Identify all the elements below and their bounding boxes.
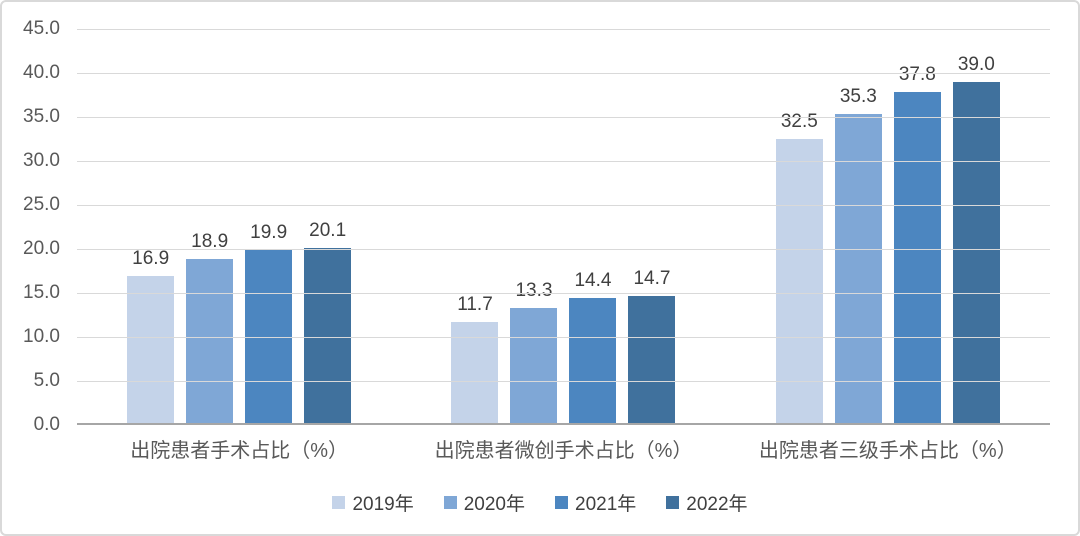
gridline xyxy=(77,205,1050,206)
legend-label: 2022年 xyxy=(686,494,748,515)
bar-2019年 xyxy=(127,276,175,425)
bar-with-label: 37.8 xyxy=(893,64,941,425)
y-axis-tick-label: 10.0 xyxy=(23,326,60,347)
bar-with-label: 18.9 xyxy=(186,230,234,425)
bar-2019年 xyxy=(775,139,823,425)
legend-item: 2021年 xyxy=(555,489,636,516)
bar-with-label: 32.5 xyxy=(775,111,823,425)
bar-value-label: 19.9 xyxy=(250,221,288,243)
bar-value-label: 35.3 xyxy=(839,86,877,108)
legend-swatch xyxy=(443,496,457,509)
legend-item: 2019年 xyxy=(332,489,414,516)
bar-2020年 xyxy=(510,307,558,425)
bar-with-label: 39.0 xyxy=(952,53,1000,425)
y-axis-tick-label: 25.0 xyxy=(23,194,60,215)
y-axis-tick-label: 45.0 xyxy=(23,18,60,39)
bar-value-label: 16.9 xyxy=(132,248,170,270)
y-axis-tick-label: 30.0 xyxy=(23,150,60,171)
bar-2022年 xyxy=(304,248,352,425)
category-label: 出院患者三级手术占比（%） xyxy=(758,440,1017,462)
gridline xyxy=(77,29,1050,30)
legend-item: 2020年 xyxy=(443,489,525,516)
y-axis-tick-label: 40.0 xyxy=(23,62,60,83)
gridline xyxy=(77,293,1050,294)
bar-2021年 xyxy=(569,298,617,425)
category-label: 出院患者微创手术占比（%） xyxy=(434,440,693,462)
legend: 2019年 2020年 2021年 2022年 xyxy=(2,489,1078,516)
legend-label: 2019年 xyxy=(352,494,414,515)
bar-with-label: 14.4 xyxy=(569,270,617,425)
bar-with-label: 13.3 xyxy=(510,279,558,425)
y-axis-tick-label: 15.0 xyxy=(23,282,60,303)
bar-group: 11.7 13.3 14.4 14.7 xyxy=(401,29,725,425)
category-label: 出院患者手术占比（%） xyxy=(130,440,349,462)
bar-value-label: 37.8 xyxy=(898,64,936,86)
bar-value-label: 32.5 xyxy=(780,111,818,132)
gridline xyxy=(77,161,1050,162)
y-axis-tick-label: 0.0 xyxy=(33,414,60,435)
bar-value-label: 20.1 xyxy=(309,220,347,242)
bar-group: 16.9 18.9 19.9 20.1 xyxy=(77,29,401,425)
legend-swatch xyxy=(666,496,680,509)
gridline xyxy=(77,249,1050,250)
bar-2022年 xyxy=(628,295,676,425)
bar-value-label: 11.7 xyxy=(457,294,493,316)
bar-with-label: 35.3 xyxy=(834,86,882,425)
bar-with-label: 16.9 xyxy=(127,248,175,425)
legend-swatch xyxy=(332,496,346,509)
bar-with-label: 11.7 xyxy=(451,294,499,425)
bar-value-label: 14.4 xyxy=(574,270,612,292)
x-axis-line xyxy=(77,423,1050,425)
bar-2022年 xyxy=(952,81,1000,425)
bar-value-label: 13.3 xyxy=(515,279,553,301)
bar-value-label: 18.9 xyxy=(191,230,229,252)
gridline xyxy=(77,337,1050,338)
bar-with-label: 14.7 xyxy=(628,267,676,425)
bar-value-label: 39.0 xyxy=(957,53,995,75)
bar-2021年 xyxy=(893,92,941,425)
bar-with-label: 20.1 xyxy=(304,220,352,425)
x-axis-category-labels: 出院患者手术占比（%） 出院患者微创手术占比（%） 出院患者三级手术占比（%） xyxy=(77,434,1050,463)
legend-label: 2020年 xyxy=(463,494,525,515)
legend-swatch xyxy=(555,496,568,509)
y-axis: 45.0 40.0 35.0 30.0 25.0 20.0 15.0 10.0 5.0 0.0 xyxy=(2,18,60,435)
gridline xyxy=(77,381,1050,382)
y-axis-tick-label: 35.0 xyxy=(23,106,60,127)
bar-group: 32.5 35.3 37.8 39.0 xyxy=(726,29,1050,425)
bar-2019年 xyxy=(451,322,499,425)
legend-item: 2022年 xyxy=(666,489,748,516)
y-axis-tick-label: 20.0 xyxy=(23,238,60,259)
gridline xyxy=(77,117,1050,118)
bar-with-label: 19.9 xyxy=(245,221,293,425)
bar-groups: 16.9 18.9 19.9 20.1 11.7 13.3 14.4 14.7 32.5 35.3… xyxy=(77,29,1050,425)
y-axis-tick-label: 5.0 xyxy=(33,370,60,391)
bar-2020年 xyxy=(186,258,234,425)
bar-value-label: 14.7 xyxy=(633,267,671,289)
gridline xyxy=(77,73,1050,74)
bar-2020年 xyxy=(834,114,882,425)
plot-area: 16.9 18.9 19.9 20.1 11.7 13.3 14.4 14.7 32.5 35.3… xyxy=(77,29,1050,425)
legend-label: 2021年 xyxy=(575,494,637,515)
